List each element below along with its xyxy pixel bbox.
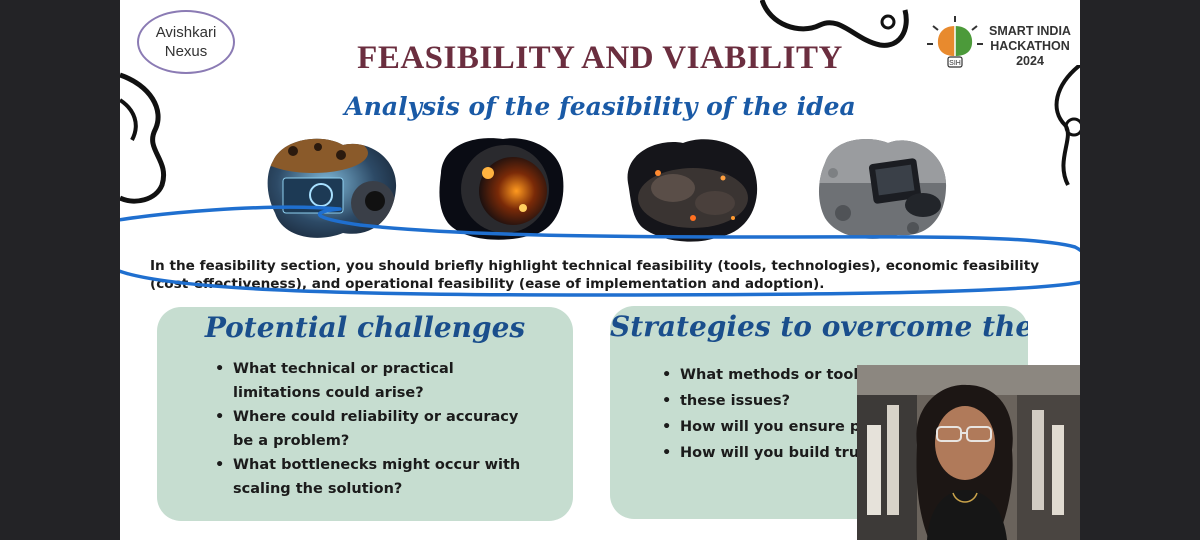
- list-item: What technical or practical limitations …: [215, 357, 535, 405]
- glowing-asteroid-image: [439, 138, 564, 240]
- top-swirl-decoration: [760, 0, 909, 48]
- hackathon-line1: SMART INDIA: [989, 24, 1071, 38]
- potential-challenges-panel: Potential challenges What technical or p…: [157, 307, 573, 521]
- brand-logo-oval: Avishkari Nexus: [137, 10, 235, 74]
- feasibility-description: In the feasibility section, you should b…: [150, 258, 1040, 292]
- strategies-heading: Strategies to overcome the: [610, 310, 1028, 343]
- presentation-slide: Avishkari Nexus FEASIBILITY AND VIABILIT…: [120, 0, 1080, 540]
- hackathon-logo-text: SMART INDIA HACKATHON 2024: [985, 24, 1075, 69]
- presenter-webcam-feed: [857, 365, 1080, 540]
- brand-name-line2: Nexus: [164, 43, 208, 60]
- asteroid-monitor-image: [267, 138, 397, 238]
- challenges-heading: Potential challenges: [204, 311, 526, 344]
- rubble-debris-image: [627, 139, 758, 242]
- challenges-list: What technical or practical limitations …: [215, 357, 535, 501]
- tablet-on-moon-image: [818, 139, 947, 239]
- left-swirl-decoration: [120, 72, 167, 204]
- list-item: these issues?: [662, 388, 1032, 414]
- strategies-list: What methods or tools will these issues?…: [662, 362, 1032, 466]
- list-item: What methods or tools will: [662, 362, 1032, 388]
- hackathon-line2: HACKATHON: [990, 39, 1070, 53]
- presenter-video-image: [857, 365, 1080, 540]
- right-swirl-decoration: [1054, 65, 1080, 186]
- list-item: How will you ensure perfo: [662, 414, 1032, 440]
- hackathon-line3: 2024: [1016, 54, 1044, 68]
- sih-badge: SIH: [949, 60, 961, 67]
- list-item: How will you build trust in: [662, 440, 1032, 466]
- list-item: What bottlenecks might occur with scalin…: [215, 453, 535, 501]
- brain-bulb-icon: SIH: [927, 16, 983, 68]
- brand-name-line1: Avishkari: [155, 24, 217, 41]
- list-item: Where could reliability or accuracy be a…: [215, 405, 535, 453]
- smart-india-hackathon-logo: SIH SMART INDIA HACKATHON 2024: [925, 14, 1075, 74]
- slide-subtitle: Analysis of the feasibility of the idea: [344, 92, 856, 121]
- slide-title: FEASIBILITY AND VIABILITY: [357, 40, 843, 76]
